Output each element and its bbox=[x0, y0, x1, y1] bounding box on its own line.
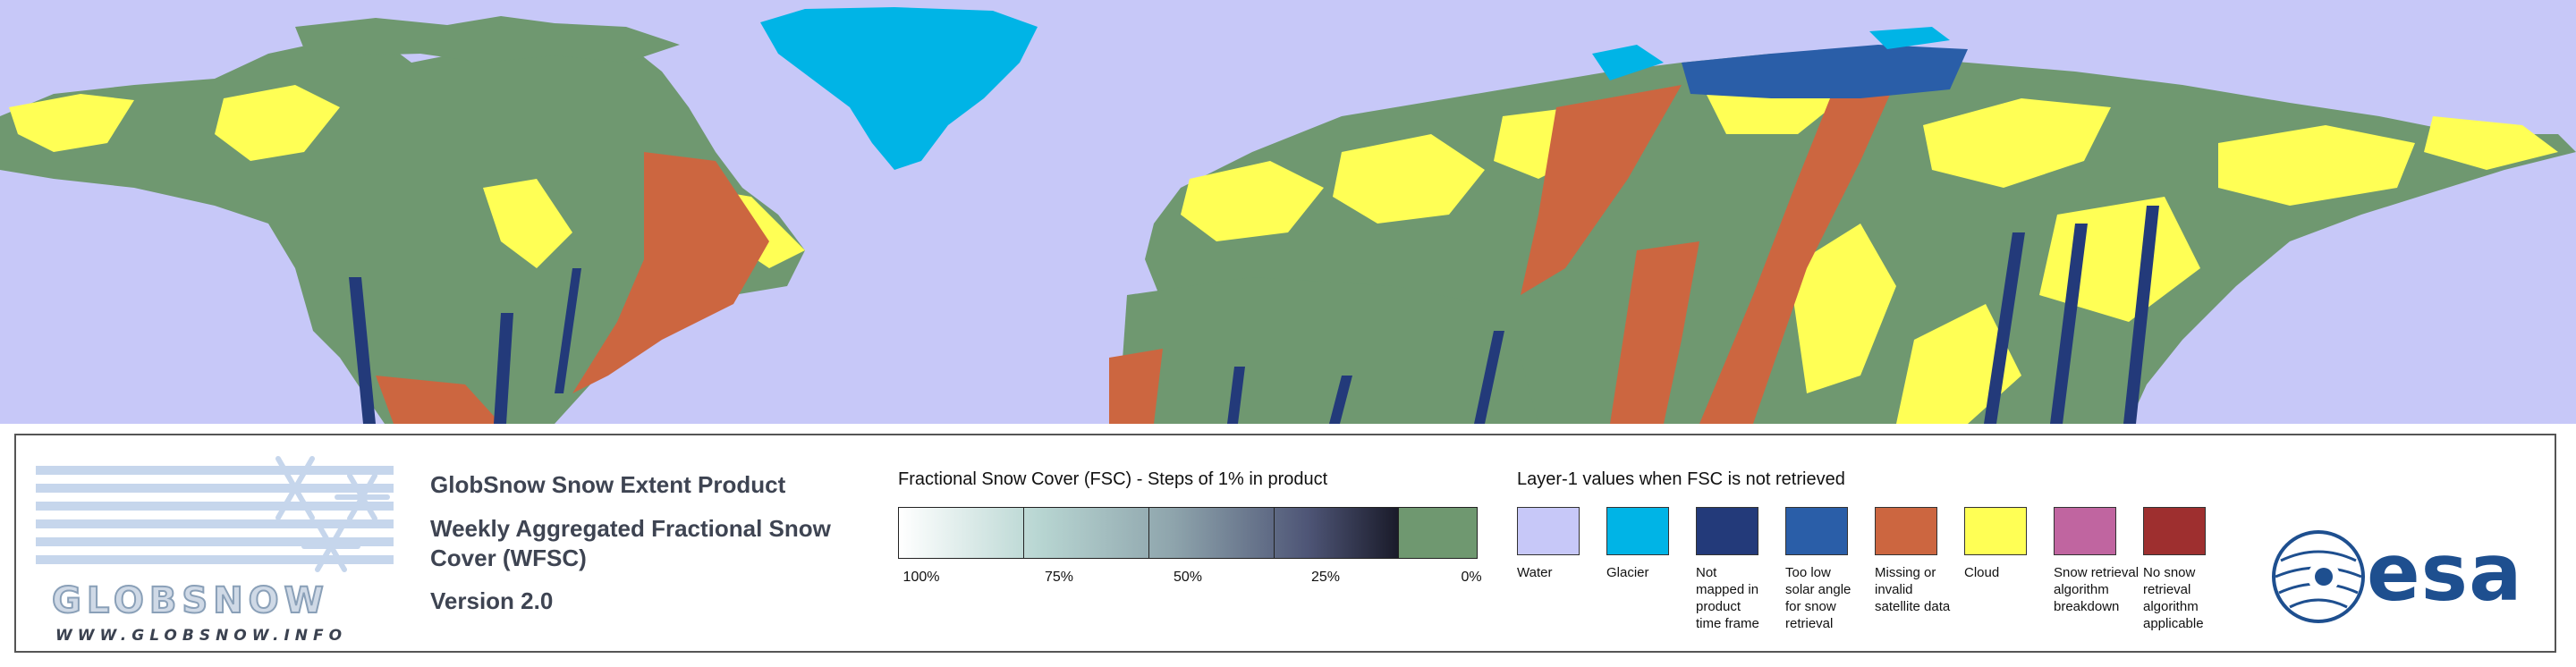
swatch-algorithm-breakdown bbox=[2054, 507, 2116, 555]
swatch-glacier bbox=[1606, 507, 1669, 555]
map-graphic bbox=[0, 7, 2576, 424]
fsc-zero-swatch bbox=[1399, 507, 1478, 559]
label-glacier: Glacier bbox=[1606, 565, 1649, 580]
esa-wordmark: esa bbox=[2367, 527, 2523, 619]
fsc-tick-label-0: 0% bbox=[1461, 570, 1482, 585]
label-not-mapped: Not mapped in product time frame bbox=[1696, 565, 1759, 631]
label-no-algorithm: No snow retrieval algorithm applicable bbox=[2143, 565, 2204, 631]
swatch-low-solar-angle bbox=[1785, 507, 1848, 555]
globsnow-url: WWW.GLOBSNOW.INFO bbox=[55, 627, 348, 645]
missing-data-swaths bbox=[376, 80, 1896, 424]
fsc-tick bbox=[1023, 507, 1024, 559]
swatch-water bbox=[1517, 507, 1580, 555]
glacier-spots bbox=[1592, 27, 1950, 80]
globsnow-stripes-graphic bbox=[36, 456, 394, 572]
label-water: Water bbox=[1517, 565, 1553, 580]
label-low-solar-angle: Too low solar angle for snow retrieval bbox=[1785, 565, 1852, 631]
label-cloud: Cloud bbox=[1964, 565, 2000, 580]
product-version: Version 2.0 bbox=[430, 587, 554, 614]
layer1-legend-title: Layer-1 values when FSC is not retrieved bbox=[1517, 469, 1845, 489]
legend-panel: GLOBSNOW WWW.GLOBSNOW.INFO GlobSnow Snow… bbox=[14, 434, 2556, 653]
greenland-glacier bbox=[760, 7, 1038, 170]
esa-logo: esa bbox=[2268, 525, 2546, 632]
swatch-no-algorithm bbox=[2143, 507, 2206, 555]
north-africa-landmass bbox=[1118, 277, 1538, 424]
snow-cover-map bbox=[0, 0, 2576, 424]
esa-globe-icon bbox=[2272, 530, 2365, 623]
fsc-tick-label-75: 75% bbox=[1044, 570, 1074, 585]
arctic-islands bbox=[295, 16, 680, 63]
globsnow-logo: GLOBSNOW WWW.GLOBSNOW.INFO bbox=[36, 448, 411, 645]
swatch-cloud bbox=[1964, 507, 2027, 555]
swatch-missing-data bbox=[1875, 507, 1937, 555]
fsc-tick bbox=[1274, 507, 1275, 559]
fsc-tick-label-100: 100% bbox=[902, 570, 940, 585]
swatch-not-mapped bbox=[1696, 507, 1758, 555]
label-missing-data: Missing or invalid satellite data bbox=[1875, 565, 1951, 614]
fsc-tick-label-25: 25% bbox=[1310, 570, 1341, 585]
fsc-legend-title: Fractional Snow Cover (FSC) - Steps of 1… bbox=[898, 469, 1328, 489]
fsc-tick-label-50: 50% bbox=[1173, 570, 1203, 585]
globsnow-wordmark: GLOBSNOW bbox=[51, 579, 329, 622]
low-solar-angle-area bbox=[1682, 45, 1968, 98]
fsc-tick bbox=[1148, 507, 1149, 559]
product-title: GlobSnow Snow Extent Product bbox=[430, 471, 786, 498]
label-algorithm-breakdown: Snow retrieval algorithm breakdown bbox=[2054, 565, 2140, 614]
not-mapped-stripes bbox=[349, 206, 2159, 424]
product-subtitle: Weekly Aggregated Fractional Snow Cover … bbox=[430, 515, 831, 571]
north-america-landmass bbox=[0, 36, 805, 424]
snowflake-icon bbox=[258, 456, 390, 572]
